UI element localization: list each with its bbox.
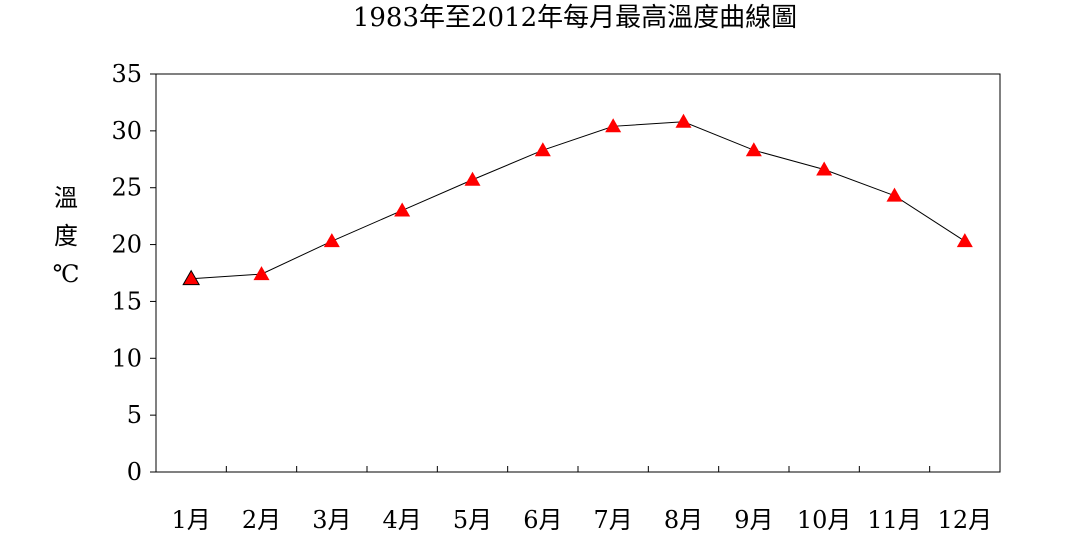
data-point	[464, 171, 481, 186]
x-tick-label: 5月	[453, 506, 492, 534]
data-point	[253, 266, 270, 281]
data-point	[745, 142, 762, 157]
data-point	[886, 187, 903, 202]
y-tick-label: 0	[127, 458, 142, 486]
y-tick-label: 30	[111, 117, 142, 145]
data-point	[182, 269, 201, 286]
x-tick-label: 3月	[312, 506, 351, 534]
data-point	[675, 113, 692, 128]
series-points	[182, 113, 973, 286]
data-point	[323, 233, 340, 248]
y-tick-label: 10	[111, 344, 142, 372]
chart-title: 1983年至2012年每月最高溫度曲線圖	[353, 3, 797, 33]
y-axis-label: 溫度℃	[53, 184, 80, 288]
x-tick-label: 8月	[664, 506, 703, 534]
data-point	[956, 233, 973, 248]
y-tick-label: 25	[111, 174, 142, 202]
x-tick-label: 6月	[523, 506, 562, 534]
x-tick-label: 7月	[594, 506, 633, 534]
x-axis: 1月 2月 3月 4月 5月 6月 7月 8月 9月 10月 11月 12月	[172, 466, 993, 534]
x-tick-label: 12月	[938, 506, 993, 534]
data-point	[605, 118, 622, 133]
x-tick-label: 11月	[867, 506, 922, 534]
y-tick-label: 5	[127, 401, 142, 429]
x-tick-label: 9月	[734, 506, 773, 534]
series-line	[191, 121, 966, 280]
data-point	[816, 161, 833, 176]
y-tick-label: 15	[111, 287, 142, 315]
data-point	[394, 202, 411, 217]
y-tick-label: 20	[111, 231, 142, 259]
y-axis-label-text: 溫度℃	[53, 184, 80, 288]
data-point	[534, 142, 551, 157]
x-tick-label: 2月	[242, 506, 281, 534]
x-tick-label: 4月	[383, 506, 422, 534]
y-tick-label: 35	[111, 60, 142, 88]
y-axis: 0 5 10 15 20 25 30 35	[111, 60, 156, 486]
plot-area	[155, 73, 1001, 473]
x-tick-label: 10月	[797, 506, 852, 534]
x-tick-label: 1月	[172, 506, 211, 534]
